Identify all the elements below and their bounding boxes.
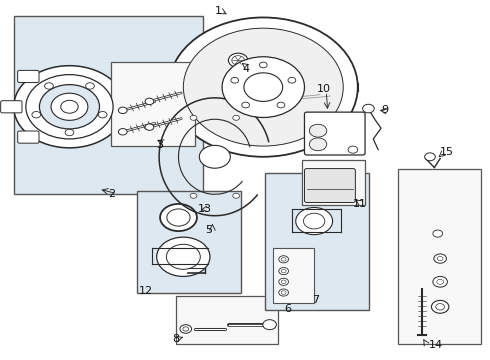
- Circle shape: [288, 77, 296, 83]
- Bar: [111, 62, 196, 146]
- Circle shape: [145, 124, 154, 130]
- Circle shape: [279, 267, 289, 275]
- Circle shape: [233, 193, 240, 198]
- Circle shape: [277, 102, 285, 108]
- Circle shape: [437, 256, 443, 261]
- Circle shape: [263, 320, 276, 330]
- FancyBboxPatch shape: [304, 168, 355, 203]
- Circle shape: [281, 280, 286, 284]
- Circle shape: [433, 230, 442, 237]
- Circle shape: [296, 207, 333, 235]
- Circle shape: [279, 256, 289, 263]
- Circle shape: [145, 98, 154, 105]
- Circle shape: [303, 213, 325, 229]
- Circle shape: [433, 276, 447, 287]
- FancyBboxPatch shape: [304, 112, 365, 155]
- Circle shape: [86, 83, 95, 89]
- Circle shape: [183, 327, 189, 331]
- Circle shape: [309, 138, 327, 151]
- Circle shape: [279, 278, 289, 285]
- Circle shape: [167, 244, 200, 269]
- Text: 12: 12: [139, 286, 153, 296]
- Circle shape: [431, 300, 449, 313]
- Circle shape: [180, 325, 192, 333]
- Circle shape: [65, 129, 74, 136]
- Text: 8: 8: [172, 334, 180, 344]
- Text: 1: 1: [215, 6, 222, 17]
- Circle shape: [39, 85, 99, 129]
- Circle shape: [425, 153, 435, 161]
- Circle shape: [244, 73, 283, 102]
- Circle shape: [281, 291, 286, 294]
- Circle shape: [190, 115, 197, 120]
- Text: 4: 4: [243, 64, 250, 73]
- Circle shape: [167, 209, 190, 226]
- Circle shape: [98, 112, 107, 118]
- Bar: [176, 296, 278, 344]
- Circle shape: [348, 146, 358, 153]
- Circle shape: [169, 18, 358, 157]
- Circle shape: [233, 115, 240, 120]
- Circle shape: [363, 104, 374, 113]
- Circle shape: [157, 237, 210, 276]
- Circle shape: [281, 257, 286, 261]
- Text: 6: 6: [284, 304, 291, 314]
- Circle shape: [259, 62, 267, 68]
- Circle shape: [436, 303, 444, 310]
- Text: 9: 9: [381, 105, 388, 115]
- Circle shape: [199, 145, 230, 168]
- Circle shape: [32, 112, 41, 118]
- Circle shape: [232, 56, 245, 65]
- Text: 3: 3: [157, 140, 164, 150]
- Bar: [265, 173, 369, 310]
- Circle shape: [279, 289, 289, 296]
- Circle shape: [190, 193, 197, 198]
- Bar: [273, 248, 314, 303]
- Circle shape: [183, 28, 343, 146]
- Circle shape: [242, 102, 249, 108]
- Text: 5: 5: [205, 225, 212, 235]
- Bar: [302, 160, 365, 205]
- Circle shape: [281, 269, 286, 273]
- Bar: [397, 169, 481, 344]
- Circle shape: [309, 124, 327, 137]
- Circle shape: [45, 83, 53, 89]
- Circle shape: [228, 53, 248, 67]
- Circle shape: [222, 57, 304, 117]
- Text: 10: 10: [317, 84, 331, 94]
- Circle shape: [231, 77, 239, 83]
- Circle shape: [119, 129, 127, 135]
- Circle shape: [119, 107, 127, 113]
- Circle shape: [160, 204, 197, 231]
- Text: 15: 15: [440, 147, 454, 157]
- Circle shape: [434, 254, 446, 263]
- Bar: [14, 16, 203, 194]
- Text: 2: 2: [108, 189, 115, 199]
- Circle shape: [51, 93, 88, 120]
- Circle shape: [437, 279, 443, 284]
- FancyBboxPatch shape: [18, 131, 39, 143]
- Circle shape: [61, 100, 78, 113]
- Bar: [137, 191, 242, 293]
- Circle shape: [14, 66, 125, 148]
- Text: 7: 7: [312, 296, 319, 305]
- Text: 11: 11: [353, 199, 367, 209]
- Circle shape: [26, 75, 113, 139]
- FancyBboxPatch shape: [0, 101, 22, 113]
- FancyBboxPatch shape: [18, 71, 39, 82]
- Text: 13: 13: [198, 204, 212, 214]
- Text: 14: 14: [429, 340, 442, 350]
